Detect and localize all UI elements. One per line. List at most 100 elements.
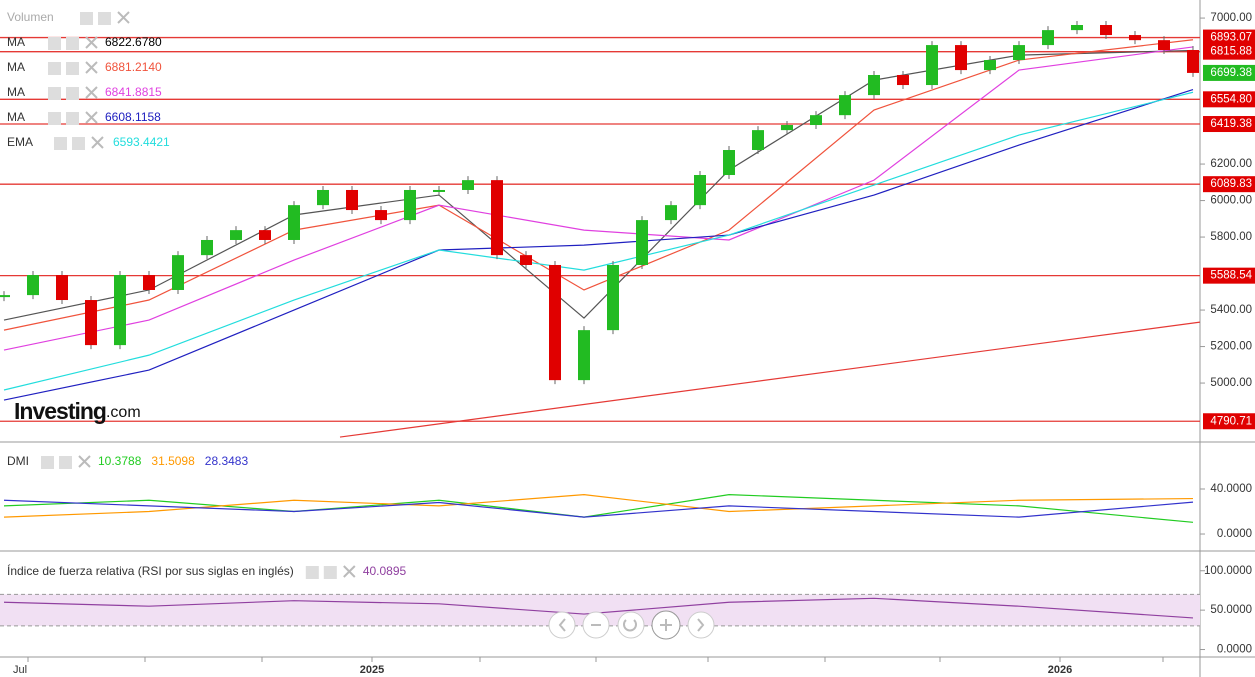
legend-name: Índice de fuerza relativa (RSI por sus s…	[7, 563, 294, 578]
x-tick-label: Jul	[13, 664, 27, 676]
candle	[868, 75, 880, 96]
candle	[955, 45, 967, 71]
candle	[607, 264, 619, 331]
legend-name: DMI	[7, 454, 29, 468]
scroll-right[interactable]	[687, 611, 715, 639]
candle	[549, 264, 561, 381]
icon	[66, 112, 79, 125]
logo: Investing.com	[14, 398, 141, 424]
legend-name: MA	[7, 110, 25, 124]
candle	[1100, 25, 1112, 36]
legend-value: 10.3788	[98, 454, 142, 468]
y-tick-label: 7000.00	[1210, 12, 1252, 24]
legend-name: EMA	[7, 135, 33, 149]
icon	[80, 12, 93, 25]
icon-close	[85, 61, 98, 74]
legend-name: MA	[7, 85, 25, 99]
icon	[66, 87, 79, 100]
legend-value: 6608.1158	[105, 110, 161, 124]
volume-label: Volumen	[7, 10, 54, 24]
candle	[288, 205, 300, 240]
y-tick-label: 100.0000	[1204, 565, 1252, 577]
zoom-controls	[548, 610, 715, 640]
icon-close	[85, 36, 98, 49]
trendline	[339, 321, 1201, 438]
candle	[27, 275, 39, 296]
x-tick-label: 2026	[1048, 664, 1072, 676]
reset[interactable]	[617, 611, 645, 639]
icon-close	[78, 455, 91, 468]
candle	[346, 189, 358, 211]
indicator-line	[3, 39, 1194, 331]
level-tag	[1203, 267, 1255, 284]
level-label: 6893.07	[1210, 32, 1252, 44]
y-tick-label: 0.0000	[1217, 644, 1252, 656]
legend-value: 40.0895	[363, 564, 407, 578]
candle	[143, 275, 155, 290]
candle	[56, 275, 68, 301]
level-tag	[1203, 116, 1255, 133]
y-tick-label: 5000.00	[1210, 377, 1252, 389]
candle	[984, 60, 996, 71]
level-tag	[1203, 413, 1255, 430]
legend-value: 6822.6780	[105, 35, 162, 49]
icon	[66, 37, 79, 50]
candle	[201, 239, 213, 256]
candle	[752, 130, 764, 151]
icon	[41, 456, 54, 469]
icon	[48, 37, 61, 50]
candle	[1129, 35, 1141, 41]
indicator-line	[3, 597, 1194, 619]
icon	[66, 62, 79, 75]
level-tag	[1203, 91, 1255, 108]
candle	[781, 125, 793, 131]
indicator-line	[3, 91, 1194, 391]
legend-value: 31.5098	[151, 454, 195, 468]
icon-close	[85, 111, 98, 124]
level-label: 6089.83	[1210, 178, 1252, 190]
logo-suffix: .com	[106, 404, 141, 421]
level-label: 6419.38	[1210, 118, 1252, 130]
logo-main: Investing	[14, 398, 106, 424]
candle	[520, 255, 532, 265]
icon-close	[85, 86, 98, 99]
y-tick-label: 50.0000	[1210, 604, 1252, 616]
candle	[433, 189, 445, 192]
icon	[59, 456, 72, 469]
level-tag	[1203, 29, 1255, 46]
candle	[0, 295, 10, 298]
y-tick-label: 6200.00	[1210, 158, 1252, 170]
candle	[578, 330, 590, 381]
y-tick-label: 0.0000	[1217, 528, 1252, 540]
legend-value: 6881.2140	[105, 60, 162, 74]
candle	[665, 205, 677, 221]
indicator-line	[3, 499, 1194, 518]
candle	[897, 75, 909, 86]
icon	[48, 87, 61, 100]
indicator-line	[3, 89, 1194, 401]
scroll-left[interactable]	[548, 611, 576, 639]
legend-name: MA	[7, 35, 25, 49]
candle	[1158, 40, 1170, 51]
icon	[48, 62, 61, 75]
y-tick-label: 5200.00	[1210, 341, 1252, 353]
legend-value: 6841.8815	[105, 85, 162, 99]
y-tick-label: 40.0000	[1210, 483, 1252, 495]
x-tick-label: 2025	[360, 664, 384, 676]
icon-close	[117, 11, 130, 24]
candle	[926, 45, 938, 86]
legend-name: MA	[7, 60, 25, 74]
candle	[723, 150, 735, 176]
indicator-line	[3, 46, 1194, 351]
indicator-line	[3, 49, 1194, 321]
candle	[694, 175, 706, 206]
level-tag	[1203, 176, 1255, 193]
level-label: 5588.54	[1210, 270, 1252, 282]
level-tag	[1203, 43, 1255, 60]
icon-close	[91, 136, 104, 149]
level-label: 6554.80	[1210, 93, 1252, 105]
candle	[839, 95, 851, 116]
legend-value: 28.3483	[205, 454, 249, 468]
